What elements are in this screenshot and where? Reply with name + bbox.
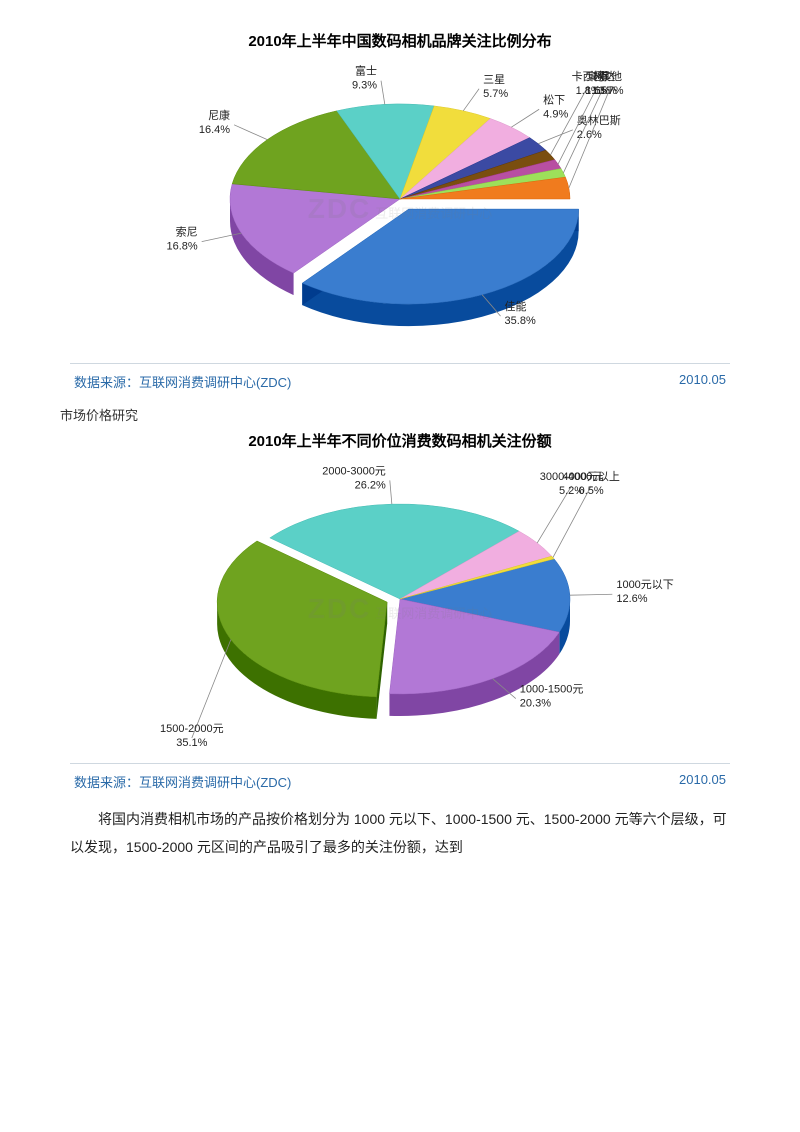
slice-label: 尼康 <box>208 108 230 122</box>
slice-percent: 20.3% <box>520 698 551 710</box>
chart2-pie: 1000元以下 12.6% 1000-1500元 20.3% 1500-2000元 35.… <box>110 459 690 759</box>
chart1-pie: 佳能35.8%索尼16.8%尼康16.4%富士9.3%三星5.7%松下4.9%奥… <box>110 59 690 359</box>
slice-label: 1500-2000元 <box>160 723 224 735</box>
slice-label: 1000-1500元 <box>520 684 584 696</box>
leader-line <box>390 480 392 504</box>
chart1-source-date: 2010.05 <box>679 372 726 391</box>
leader-line <box>463 89 479 111</box>
slice-percent: 16.8% <box>166 241 197 253</box>
slice-label: 其他 <box>600 70 622 83</box>
slice-label: 松下 <box>543 92 565 106</box>
slice-percent: 0.5% <box>579 485 604 497</box>
page-root: 2010年上半年中国数码相机品牌关注比例分布 佳能 35.8% 索尼 16.8% 尼康 1… <box>0 0 800 881</box>
slice-label: 4000元以上 <box>562 470 619 483</box>
chart2-block: 2010年上半年不同价位消费数码相机关注份额 1000元以下 12.6% 1000-… <box>60 430 740 795</box>
slice-percent: 3.7% <box>599 85 624 97</box>
slice-percent: 35.8% <box>505 315 536 327</box>
slice-percent: 12.6% <box>616 593 647 605</box>
slice-percent: 35.1% <box>176 737 207 749</box>
chart2-source-date: 2010.05 <box>679 772 726 791</box>
leader-line <box>234 125 267 140</box>
slice-percent: 9.3% <box>352 80 377 92</box>
chart1-title: 2010年上半年中国数码相机品牌关注比例分布 <box>60 30 740 51</box>
section-label: 市场价格研究 <box>60 405 740 424</box>
chart2-pie-wrap: 1000元以下 12.6% 1000-1500元 20.3% 1500-2000元 35.… <box>110 459 690 759</box>
chart1-source-row: 数据来源：互联网消费调研中心(ZDC) 2010.05 <box>70 363 730 395</box>
chart2-title: 2010年上半年不同价位消费数码相机关注份额 <box>60 430 740 451</box>
body-paragraph: 将国内消费相机市场的产品按价格划分为 1000 元以下、1000-1500 元、… <box>70 805 730 861</box>
slice-label: 佳能 <box>505 299 527 313</box>
leader-line <box>511 109 539 127</box>
chart1-block: 2010年上半年中国数码相机品牌关注比例分布 佳能 35.8% 索尼 16.8% 尼康 1… <box>60 30 740 395</box>
slice-percent: 5.7% <box>483 88 508 100</box>
leader-line <box>381 81 385 105</box>
slice-percent: 26.2% <box>355 479 386 491</box>
chart2-source-label: 数据来源：互联网消费调研中心(ZDC) <box>74 772 291 791</box>
chart2-source-row: 数据来源：互联网消费调研中心(ZDC) 2010.05 <box>70 763 730 795</box>
slice-label: 1000元以下 <box>616 579 673 591</box>
slice-percent: 16.4% <box>199 124 230 136</box>
slice-label: 2000-3000元 <box>322 465 386 477</box>
slice-label: 富士 <box>355 64 377 78</box>
slice-label: 索尼 <box>176 225 198 239</box>
chart1-pie-wrap: 佳能35.8%索尼16.8%尼康16.4%富士9.3%三星5.7%松下4.9%奥… <box>110 59 690 359</box>
slice-percent: 4.9% <box>543 108 568 120</box>
leader-line <box>570 594 612 595</box>
leader-line <box>538 130 573 144</box>
slice-label: 三星 <box>483 73 505 86</box>
chart1-source-label: 数据来源：互联网消费调研中心(ZDC) <box>74 372 291 391</box>
